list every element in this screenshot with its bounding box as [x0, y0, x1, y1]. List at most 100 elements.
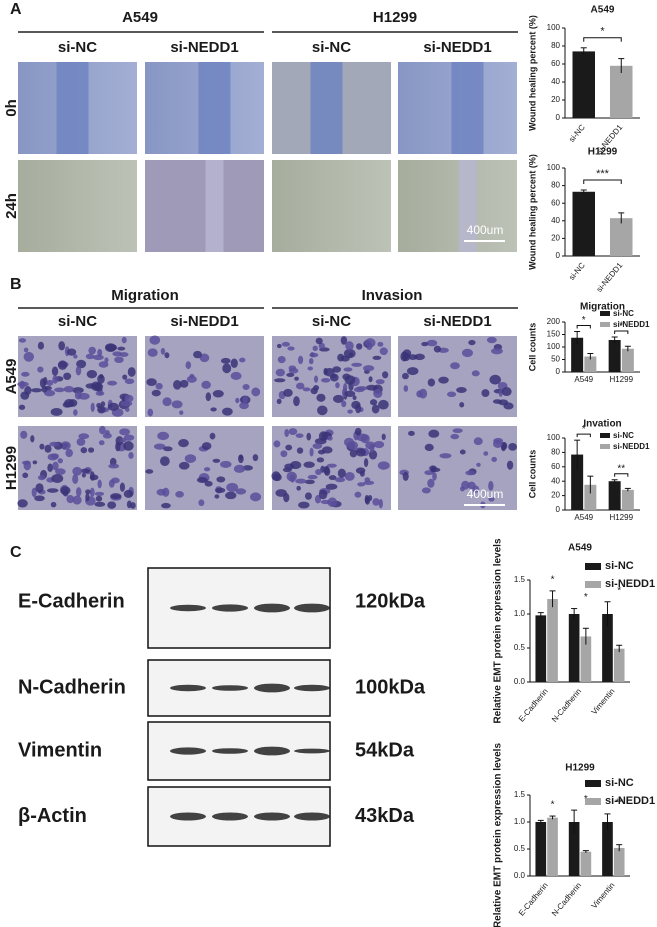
- cell: [37, 341, 45, 350]
- x-tick-label: E-Cadherin: [517, 687, 550, 724]
- blot-band: [294, 748, 330, 754]
- cell: [344, 390, 356, 397]
- blot-band: [170, 812, 206, 821]
- cell: [238, 454, 244, 464]
- significance-label: *: [582, 315, 586, 326]
- cell: [66, 494, 75, 504]
- cell: [55, 468, 66, 475]
- blot-band: [212, 748, 248, 754]
- blot-band: [254, 683, 290, 693]
- transwell-image: [18, 336, 137, 417]
- cell: [239, 401, 249, 410]
- y-tick-label: 0: [556, 505, 561, 514]
- cell: [347, 441, 359, 450]
- cell: [242, 383, 250, 391]
- cell: [23, 351, 35, 362]
- cell: [295, 478, 307, 484]
- cell: [159, 456, 170, 467]
- cell: [312, 443, 323, 449]
- cell: [17, 499, 28, 508]
- y-tick-label: 20: [551, 491, 560, 500]
- cell: [108, 479, 115, 488]
- cell: [98, 440, 105, 446]
- bar: [584, 356, 597, 372]
- column-header: si-NC: [312, 39, 351, 56]
- cell: [32, 460, 38, 465]
- x-tick-label: N-Cadherin: [550, 881, 583, 918]
- y-tick-label: 60: [551, 462, 560, 471]
- cell: [298, 501, 310, 509]
- cell: [427, 378, 436, 387]
- cell: [122, 374, 128, 380]
- cell: [230, 371, 242, 380]
- cell: [30, 435, 35, 443]
- legend-label: si-NC: [605, 777, 634, 789]
- cell: [75, 487, 82, 497]
- cell: [506, 460, 514, 470]
- legend-label: si-NEDD1: [613, 442, 650, 451]
- chart-title: Migration: [580, 302, 625, 313]
- bar: [610, 65, 633, 118]
- chart-title: A549: [591, 5, 615, 16]
- cell: [73, 354, 78, 359]
- y-tick-label: 1.5: [514, 575, 526, 584]
- cell: [379, 347, 388, 356]
- cell: [295, 382, 305, 390]
- cell: [34, 495, 45, 502]
- micrograph: [398, 160, 517, 252]
- cell: [222, 363, 232, 374]
- x-tick-label: E-Cadherin: [517, 881, 550, 918]
- cell: [110, 493, 122, 500]
- cell: [302, 387, 311, 392]
- cell: [107, 380, 118, 386]
- x-tick-label: si-NC: [567, 261, 587, 282]
- cell: [362, 365, 375, 372]
- cell: [307, 366, 314, 371]
- y-tick-label: 200: [547, 317, 561, 326]
- cell: [18, 404, 26, 410]
- cell: [318, 431, 328, 442]
- blot-band: [294, 684, 330, 692]
- panel-label: C: [10, 544, 22, 561]
- x-tick-label: A549: [574, 513, 593, 522]
- cell: [364, 338, 376, 348]
- cell: [60, 441, 71, 450]
- cell: [50, 501, 57, 508]
- cell: [44, 444, 52, 453]
- legend-swatch: [600, 311, 610, 316]
- cell: [72, 466, 83, 476]
- bar: [621, 348, 634, 372]
- cell: [315, 468, 322, 476]
- y-axis-label: Cell counts: [527, 450, 537, 499]
- cell: [239, 357, 246, 363]
- cell: [428, 429, 440, 438]
- y-tick-label: 20: [551, 95, 560, 104]
- scale-bar-label: 400um: [467, 487, 504, 501]
- cell: [335, 382, 340, 389]
- cell: [97, 405, 106, 414]
- cell: [153, 443, 166, 450]
- cell: [54, 387, 66, 393]
- cell: [476, 462, 481, 467]
- cell: [459, 402, 465, 408]
- column-header: si-NEDD1: [423, 39, 491, 56]
- cell: [461, 348, 474, 358]
- cell: [46, 488, 59, 493]
- cell: [328, 475, 337, 481]
- cell: [186, 375, 197, 383]
- wound-gap: [198, 62, 231, 154]
- cell: [124, 378, 135, 385]
- cell: [22, 472, 29, 479]
- cell: [439, 453, 452, 459]
- cell: [354, 491, 362, 498]
- cell: [35, 483, 44, 493]
- cell: [242, 395, 248, 404]
- cell: [65, 448, 73, 458]
- size-label: 43kDa: [355, 805, 415, 827]
- cell: [325, 483, 338, 490]
- y-axis-label: Wound healing percent (%): [527, 154, 537, 270]
- cell: [382, 371, 389, 379]
- cell: [491, 347, 503, 355]
- chart-title: Invation: [583, 419, 621, 430]
- y-tick-label: 50: [551, 355, 560, 364]
